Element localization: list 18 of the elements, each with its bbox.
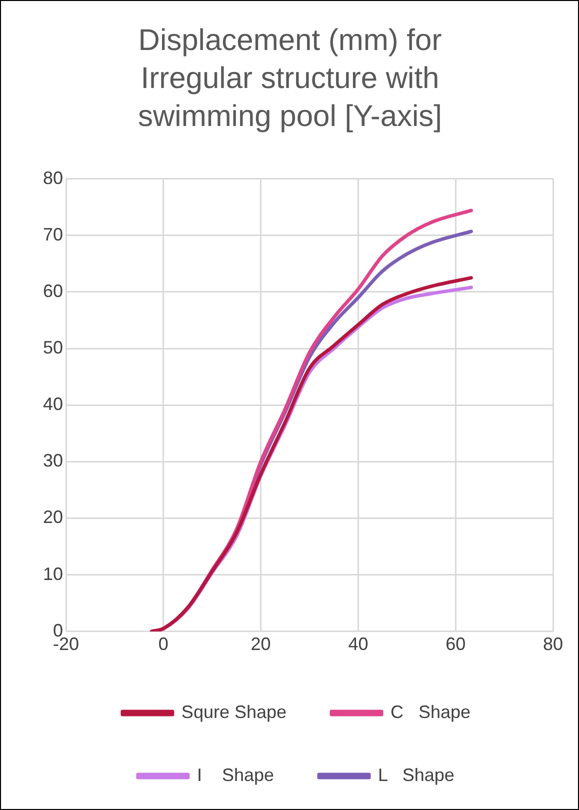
x-tick-label: 80 xyxy=(542,634,564,654)
y-tick-label: 50 xyxy=(42,337,64,358)
legend-label: Squre Shape xyxy=(181,702,287,722)
x-tick-label: 40 xyxy=(348,634,368,654)
legend-label: I Shape xyxy=(196,764,274,785)
x-tick-label: 0 xyxy=(158,634,168,654)
x-tick-label: 20 xyxy=(250,634,271,654)
y-tick-label: 30 xyxy=(42,450,64,471)
y-tick-label: 20 xyxy=(42,507,64,528)
chart-title: Displacement (mm) for Irregular structure with swimming pool [Y-axis] xyxy=(137,23,443,135)
x-tick-label: 60 xyxy=(446,634,466,654)
y-tick-label: 40 xyxy=(42,394,64,414)
y-tick-label: 80 xyxy=(42,168,64,188)
y-tick-label: 10 xyxy=(42,564,64,584)
y-tick-label: 60 xyxy=(42,280,64,301)
legend-label: C Shape xyxy=(390,702,471,722)
y-tick-label: 70 xyxy=(42,224,64,244)
legend-label: L Shape xyxy=(378,764,454,785)
